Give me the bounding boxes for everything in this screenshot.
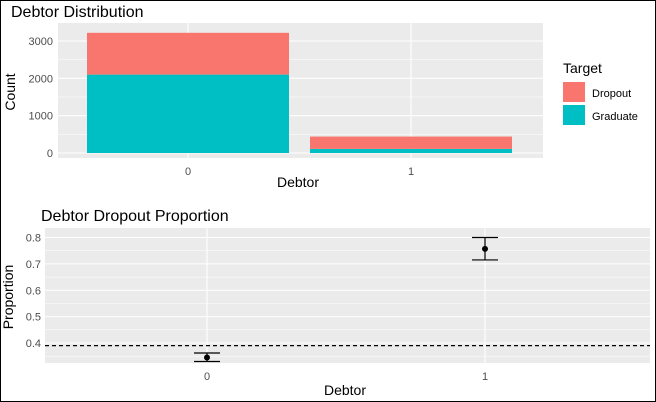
bottom-chart-title: Debtor Dropout Proportion: [41, 208, 229, 225]
bottom-points: [194, 236, 498, 363]
legend: Target Dropout Graduate: [563, 60, 638, 125]
top-chart-title: Debtor Distribution: [11, 4, 144, 21]
top-y-tick-label: 1000: [29, 111, 53, 123]
bottom-x-tick-label: 1: [482, 371, 488, 383]
top-bars: [87, 32, 512, 153]
bar-graduate-1: [310, 148, 512, 153]
legend-label-graduate: Graduate: [592, 111, 638, 123]
bottom-y-axis-ticks: 0.4 0.5 0.6 0.7 0.8: [26, 233, 41, 351]
point-0: [204, 354, 210, 361]
legend-swatch-dropout: [563, 82, 585, 102]
top-y-tick-label: 3000: [29, 36, 53, 48]
bottom-y-tick-label: 0.4: [26, 338, 41, 350]
bottom-y-tick-label: 0.5: [26, 312, 41, 324]
bar-graduate-0: [87, 74, 289, 153]
top-x-axis-label: Debtor: [277, 174, 319, 190]
bottom-y-tick-label: 0.6: [26, 285, 41, 297]
bottom-y-axis-label: Proportion: [1, 265, 16, 330]
bottom-y-tick-label: 0.8: [26, 233, 41, 245]
bottom-gridlines: [45, 228, 650, 363]
legend-swatch-graduate: [563, 105, 585, 125]
top-y-axis-ticks: 0 1000 2000 3000: [29, 36, 53, 160]
top-y-tick-label: 2000: [29, 73, 53, 85]
legend-title: Target: [563, 60, 602, 76]
bottom-x-axis-label: Debtor: [324, 382, 366, 398]
top-y-tick-label: 0: [47, 148, 53, 160]
debtor-dropout-proportion-chart: Debtor Dropout Proportion 0.40.50.60.70.…: [1, 208, 650, 398]
bar-dropout-1: [310, 136, 512, 149]
top-x-tick-label: 1: [408, 166, 414, 178]
point-1: [482, 245, 488, 252]
bar-dropout-0: [87, 32, 289, 75]
legend-label-dropout: Dropout: [592, 88, 631, 100]
top-x-tick-label: 0: [185, 166, 191, 178]
bottom-y-tick-label: 0.7: [26, 259, 41, 271]
top-y-axis-label: Count: [2, 73, 18, 110]
bottom-x-tick-label: 0: [204, 371, 210, 383]
